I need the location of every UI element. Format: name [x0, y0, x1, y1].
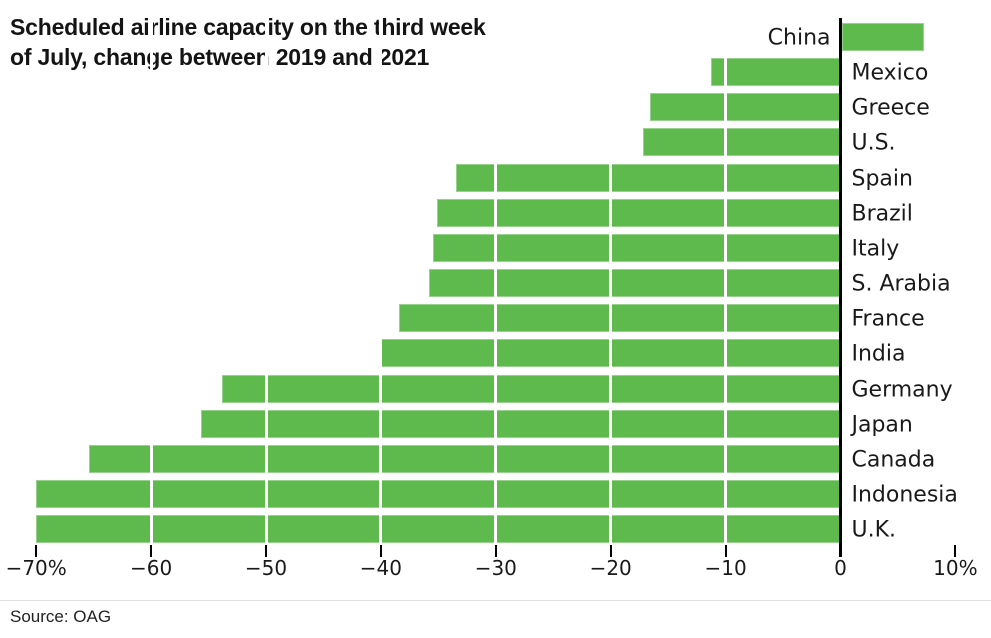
country-label: Germany: [851, 377, 953, 402]
bar-france: [399, 304, 841, 333]
x-tick-label: −50: [244, 556, 288, 580]
x-tick-label: 0: [834, 556, 847, 580]
chart-title-line-1: Scheduled airline capacity on the third …: [10, 14, 486, 40]
x-tick-label: −30: [474, 556, 517, 580]
bar-us: [642, 128, 841, 157]
bar-greece: [649, 93, 841, 122]
bar-indonesia: [36, 479, 841, 508]
x-tick: [35, 545, 38, 557]
gridline: [494, 18, 498, 543]
x-tick-label: −10: [704, 556, 747, 580]
x-tick: [150, 545, 153, 557]
x-tick-label: 10%: [933, 556, 978, 580]
source-credit: Source: OAG: [10, 607, 112, 626]
gridline: [609, 18, 613, 543]
x-tick-label: −70%: [5, 556, 67, 580]
bar-spain: [455, 163, 841, 192]
x-tick-label: −40: [359, 556, 402, 580]
x-tick: [494, 545, 497, 557]
country-label: Mexico: [851, 60, 929, 86]
x-tick-label: −20: [589, 556, 632, 580]
x-tick: [609, 545, 612, 557]
gridline: [264, 18, 268, 543]
country-label: Canada: [851, 447, 936, 473]
country-label: Indonesia: [851, 482, 958, 508]
bar-italy: [432, 233, 841, 262]
chart-title: Scheduled airline capacity on the third …: [10, 12, 570, 72]
zero-axis-line: [839, 18, 842, 557]
x-tick: [724, 545, 727, 557]
gridline: [379, 18, 383, 543]
x-tick: [379, 545, 382, 557]
bar-germany: [222, 374, 841, 403]
country-label: Brazil: [851, 201, 913, 227]
bar-mexico: [710, 58, 841, 87]
bar-sarabia: [429, 269, 841, 298]
footer-divider: [0, 600, 991, 601]
country-label: Japan: [851, 412, 913, 438]
country-label: India: [851, 341, 906, 367]
country-label: U.K.: [851, 517, 897, 543]
country-label: U.S.: [851, 130, 896, 156]
country-label: China: [767, 25, 831, 51]
country-label: Spain: [851, 166, 913, 192]
country-label: Italy: [851, 236, 900, 262]
country-label: France: [851, 306, 925, 332]
bar-brazil: [437, 198, 841, 227]
country-label: Greece: [851, 95, 930, 121]
x-tick-label: −60: [129, 556, 173, 580]
x-tick: [265, 545, 267, 557]
x-tick: [954, 545, 957, 557]
country-label: S. Arabia: [851, 271, 951, 297]
bar-japan: [200, 409, 841, 438]
chart-title-line-2: of July, change between 2019 and 2021: [10, 44, 430, 70]
bar-china: [842, 23, 924, 51]
bar-uk: [36, 515, 841, 544]
bar-canada: [89, 444, 841, 473]
gridline: [149, 18, 153, 543]
gridline: [724, 18, 728, 543]
